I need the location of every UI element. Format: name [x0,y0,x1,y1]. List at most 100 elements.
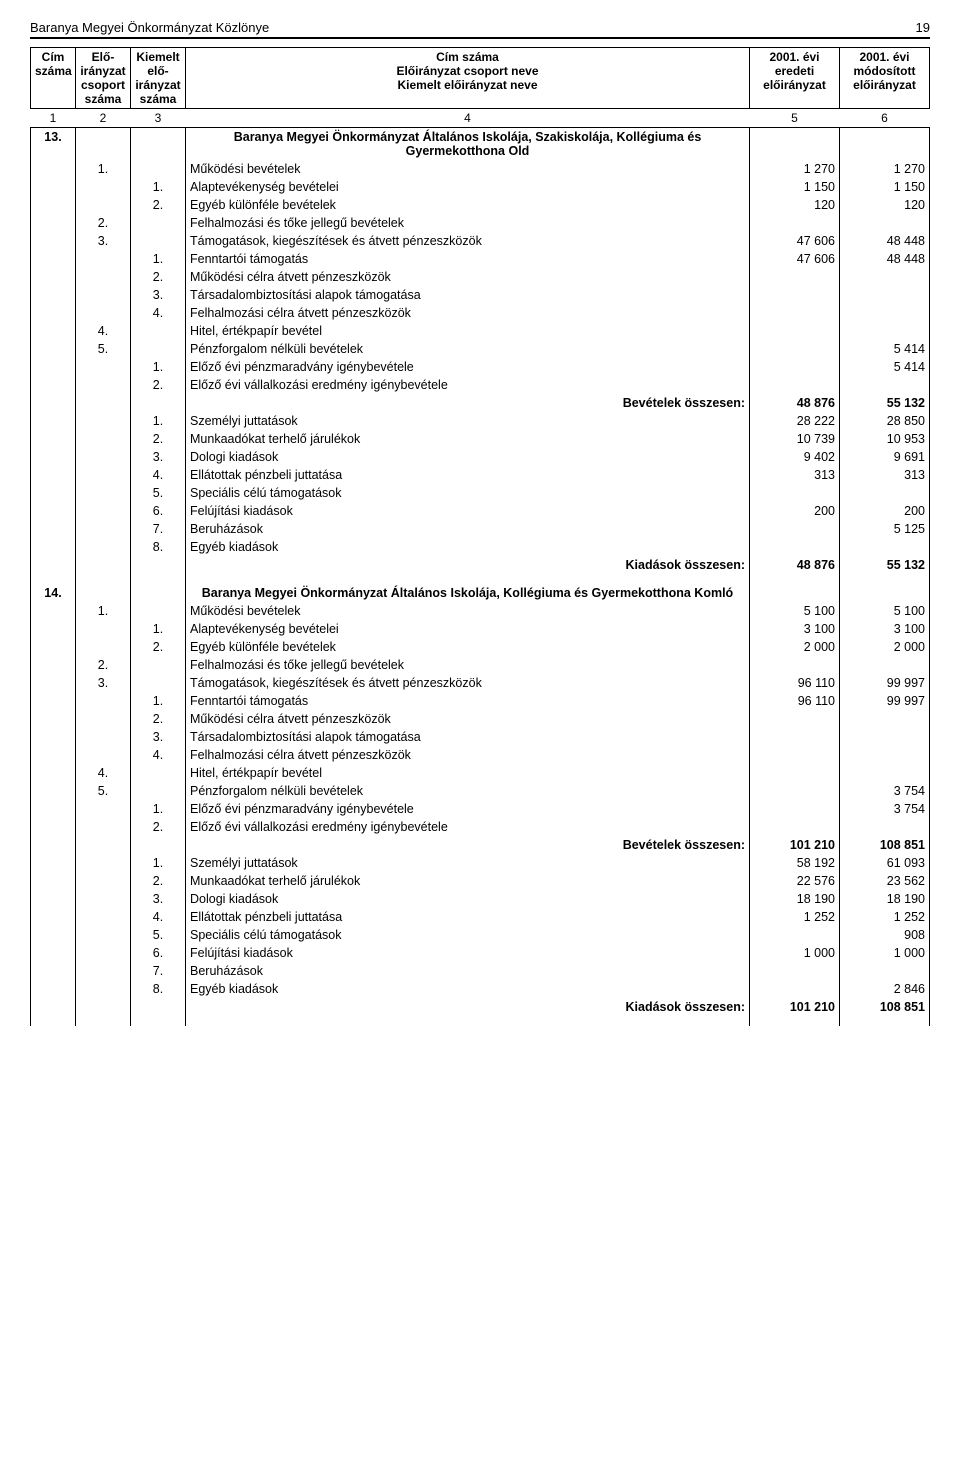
table-row: 5. Pénzforgalom nélküli bevételek 5 414 [31,340,930,358]
row-v2: 48 448 [840,250,930,268]
th-name-l2: Előirányzat csoport neve [190,64,745,78]
row-v1 [750,376,840,394]
table-row: 3.Társadalombiztosítási alapok támogatás… [31,286,930,304]
kiem-num: 2. [131,196,186,214]
row-v2 [840,764,930,782]
empty [31,178,76,196]
empty [31,358,76,376]
csop-num [76,692,131,710]
row-name: Dologi kiadások [186,890,750,908]
row-name: Pénzforgalom nélküli bevételek [186,340,750,358]
kiem-num [131,602,186,620]
csop-num [76,800,131,818]
row-v1: 1 270 [750,160,840,178]
total-v2: 108 851 [840,998,930,1016]
table-row: 4.Ellátottak pénzbeli juttatása313313 [31,466,930,484]
kiem-num: 4. [131,908,186,926]
row-v2: 2 000 [840,638,930,656]
row-v1 [750,538,840,556]
table-row: 7.Beruházások [31,962,930,980]
table-row: 2.Egyéb különféle bevételek2 0002 000 [31,638,930,656]
csop-num: 1. [76,602,131,620]
row-name: Támogatások, kiegészítések és átvett pén… [186,232,750,250]
th-cim: Cím száma [31,48,76,109]
row-v1: 200 [750,502,840,520]
kiem-num: 6. [131,502,186,520]
th-csoport: Elő-irányzat csoport száma [76,48,131,109]
row-name: Hitel, értékpapír bevétel [186,322,750,340]
row-name: Egyéb kiadások [186,980,750,998]
total-row: Kiadások összesen:101 210108 851 [31,998,930,1016]
csop-num [76,484,131,502]
row-v2: 5 125 [840,520,930,538]
empty [31,782,76,800]
empty [31,232,76,250]
row-v2 [840,322,930,340]
empty [76,998,131,1016]
csop-num: 5. [76,340,131,358]
row-v2: 5 100 [840,602,930,620]
empty [31,908,76,926]
empty [31,746,76,764]
table-row: 2.Működési célra átvett pénzeszközök [31,268,930,286]
row-v1: 10 739 [750,430,840,448]
table-row: 2.Előző évi vállalkozási eredmény igényb… [31,818,930,836]
table-row: 5.Speciális célú támogatások [31,484,930,502]
empty [31,304,76,322]
row-v2: 5 414 [840,358,930,376]
row-v1 [750,728,840,746]
row-v1 [750,304,840,322]
row-v2 [840,538,930,556]
empty [76,836,131,854]
row-name: Felhalmozási célra átvett pénzeszközök [186,304,750,322]
row-v2: 5 414 [840,340,930,358]
empty [750,128,840,161]
section-title-row: 14.Baranya Megyei Önkormányzat Általános… [31,584,930,602]
total-v2: 55 132 [840,394,930,412]
row-v2 [840,728,930,746]
kiem-num: 4. [131,304,186,322]
empty [131,556,186,574]
csop-num [76,268,131,286]
empty [31,944,76,962]
row-name: Működési célra átvett pénzeszközök [186,268,750,286]
row-v1: 3 100 [750,620,840,638]
kiem-num: 1. [131,358,186,376]
empty [31,448,76,466]
empty [31,638,76,656]
kiem-num: 1. [131,412,186,430]
empty [31,520,76,538]
row-v1 [750,764,840,782]
total-label: Bevételek összesen: [186,836,750,854]
empty [31,710,76,728]
total-v1: 101 210 [750,836,840,854]
idx-4: 4 [186,109,750,128]
table-row: 2.Előző évi vállalkozási eredmény igényb… [31,376,930,394]
kiem-num: 2. [131,430,186,448]
total-v2: 55 132 [840,556,930,574]
kiem-num [131,782,186,800]
csop-num [76,638,131,656]
empty [31,926,76,944]
empty [31,602,76,620]
row-v1 [750,746,840,764]
total-v1: 48 876 [750,556,840,574]
empty [31,728,76,746]
table-row: 6.Felújítási kiadások200200 [31,502,930,520]
th-mod-l2: módosított [844,64,925,78]
total-v2: 108 851 [840,836,930,854]
empty [31,620,76,638]
row-name: Speciális célú támogatások [186,926,750,944]
table-row: 2.Egyéb különféle bevételek120120 [31,196,930,214]
table-row: 1.Működési bevételek1 2701 270 [31,160,930,178]
csop-num [76,412,131,430]
table-row: 3.Támogatások, kiegészítések és átvett p… [31,674,930,692]
row-v1: 47 606 [750,232,840,250]
row-v2: 1 150 [840,178,930,196]
empty [31,764,76,782]
th-kiemelt: Kiemelt elő-irányzat száma [131,48,186,109]
csop-num [76,728,131,746]
row-name: Felhalmozási és tőke jellegű bevételek [186,656,750,674]
empty [31,502,76,520]
table-row: 1.Alaptevékenység bevételei3 1003 100 [31,620,930,638]
